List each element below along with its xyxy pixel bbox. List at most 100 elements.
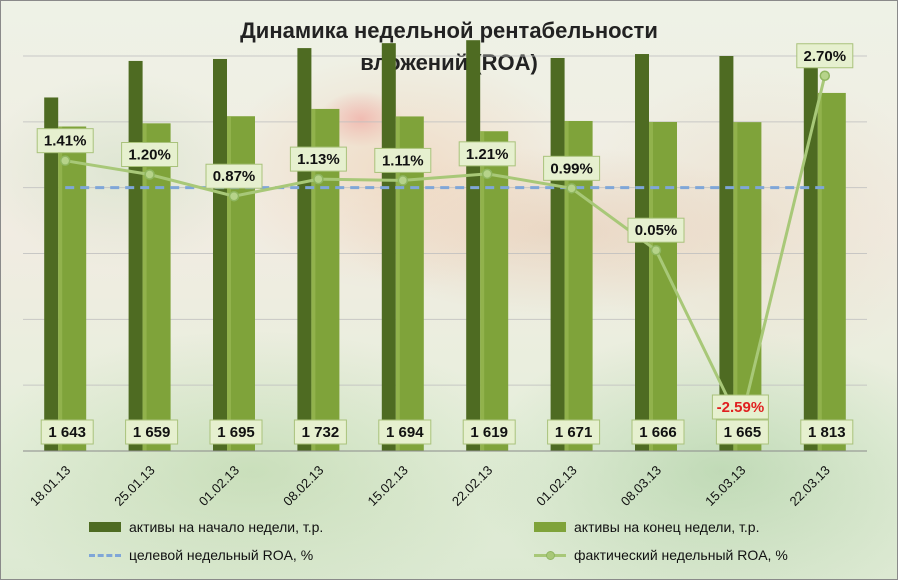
end-assets-value-label-group: 1 659 xyxy=(125,419,179,445)
bar-start-assets xyxy=(297,48,312,451)
bar-start-assets xyxy=(128,60,143,451)
end-assets-value-label-box xyxy=(462,419,516,445)
actual-roa-value-label-group: 0.05% xyxy=(627,217,685,243)
bar-start-assets xyxy=(550,57,565,451)
actual-roa-value-label-group: 0.87% xyxy=(205,163,263,189)
end-assets-value-label-box xyxy=(715,419,769,445)
x-tick-label: 25.01.13 xyxy=(111,463,157,509)
end-assets-value-label-group: 1 666 xyxy=(631,419,685,445)
actual-roa-value-label: 0.87% xyxy=(213,168,256,185)
end-assets-value-label: 1 695 xyxy=(217,424,255,441)
actual-roa-point xyxy=(228,190,240,202)
actual-roa-value-label-group: -2.59% xyxy=(711,394,769,420)
x-tick-label: 15.03.13 xyxy=(702,463,748,509)
actual-roa-value-label-box xyxy=(627,217,685,243)
end-assets-value-label-box xyxy=(800,419,854,445)
x-tick-label: 01.02.13 xyxy=(533,463,579,509)
end-assets-value-label: 1 619 xyxy=(470,424,508,441)
end-assets-value-label-box xyxy=(631,419,685,445)
actual-roa-point xyxy=(59,155,71,166)
actual-roa-value-label-box xyxy=(121,142,179,167)
end-assets-value-label: 1 732 xyxy=(302,424,340,441)
end-assets-value-label-group: 1 665 xyxy=(715,419,769,445)
x-tick-label: 01.02.13 xyxy=(196,463,242,509)
actual-roa-value-label: 0.05% xyxy=(635,222,678,239)
actual-roa-point xyxy=(819,70,831,81)
actual-roa-point xyxy=(144,169,155,180)
actual-roa-value-label-box xyxy=(796,43,854,69)
end-assets-value-label: 1 666 xyxy=(639,424,677,441)
bar-start-assets xyxy=(466,40,481,451)
bar-end-assets-shade xyxy=(564,120,569,451)
end-assets-value-label-box xyxy=(378,419,432,445)
end-assets-value-label-group: 1 671 xyxy=(547,419,601,445)
end-assets-value-label-group: 1 643 xyxy=(40,419,94,445)
bar-end-assets-shade xyxy=(142,123,147,451)
bar-start-assets xyxy=(635,54,649,452)
bar-end-assets-shade xyxy=(480,131,485,451)
actual-roa-value-label-box xyxy=(205,163,263,189)
actual-roa-value-label-box xyxy=(543,155,601,181)
actual-roa-value-label-group: 1.20% xyxy=(121,142,179,167)
bar-start-assets xyxy=(381,43,396,451)
bar-end-assets-shade xyxy=(733,122,738,451)
end-assets-value-label-group: 1 619 xyxy=(462,419,516,445)
x-tick-label: 08.02.13 xyxy=(280,463,326,509)
actual-roa-line xyxy=(64,75,827,429)
end-assets-value-label: 1 813 xyxy=(808,424,846,441)
actual-roa-value-label: 1.11% xyxy=(382,152,424,169)
actual-roa-value-label: 1.20% xyxy=(128,147,171,164)
actual-roa-value-label: -2.59% xyxy=(717,399,765,416)
actual-roa-value-label-group: 1.11% xyxy=(374,147,432,173)
actual-roa-value-label-box xyxy=(458,141,516,167)
actual-roa-value-label-box xyxy=(711,394,769,420)
actual-roa-value-label-box xyxy=(374,147,432,173)
end-assets-value-label-group: 1 732 xyxy=(293,419,347,445)
actual-roa-value-label-group: 0.99% xyxy=(543,155,601,181)
actual-roa-value-label-group: 1.13% xyxy=(289,146,347,172)
bar-start-assets xyxy=(213,58,227,452)
actual-roa-value-label: 1.21% xyxy=(466,146,509,163)
actual-roa-point xyxy=(481,168,493,180)
end-assets-value-label: 1 665 xyxy=(724,424,762,441)
actual-roa-point xyxy=(397,175,409,186)
actual-roa-value-label-group: 1.21% xyxy=(458,141,516,167)
end-assets-value-label-box xyxy=(125,419,179,445)
end-assets-value-label-box xyxy=(209,419,263,445)
end-assets-value-label-box xyxy=(40,419,94,445)
end-assets-value-label-box xyxy=(293,419,347,445)
bar-end-assets-shade xyxy=(311,108,316,452)
actual-roa-value-label-group: 1.41% xyxy=(36,128,94,154)
bar-end-assets-shade xyxy=(227,116,231,452)
bar-end-assets xyxy=(817,92,846,452)
bar-end-assets-shade xyxy=(649,121,653,451)
x-tick-label: 15.02.13 xyxy=(365,463,411,509)
actual-roa-value-label-box xyxy=(289,146,347,172)
actual-roa-value-label: 1.13% xyxy=(297,151,340,168)
end-assets-value-label: 1 671 xyxy=(555,424,593,441)
end-assets-value-label: 1 659 xyxy=(133,424,171,441)
end-assets-value-label-group: 1 695 xyxy=(209,419,263,445)
end-assets-value-label-box xyxy=(547,419,601,445)
actual-roa-point xyxy=(566,183,577,194)
bar-start-assets xyxy=(44,97,59,451)
bar-end-assets xyxy=(58,126,87,451)
bar-start-assets xyxy=(719,56,734,451)
bar-end-assets-shade xyxy=(58,126,63,451)
actual-roa-value-label: 0.99% xyxy=(550,160,593,177)
actual-roa-value-label-box xyxy=(36,128,94,154)
x-tick-label: 08.03.13 xyxy=(618,463,664,509)
actual-roa-value-label: 1.41% xyxy=(44,133,87,150)
actual-roa-value-label: 2.70% xyxy=(804,48,847,65)
end-assets-value-label: 1 694 xyxy=(386,424,424,441)
x-tick-label: 22.02.13 xyxy=(449,463,495,509)
end-assets-value-label-group: 1 694 xyxy=(378,419,432,445)
bar-end-assets xyxy=(480,131,509,451)
chart-title-line-1: Динамика недельной рентабельности xyxy=(240,18,658,43)
actual-roa-point xyxy=(313,173,324,185)
actual-roa-point xyxy=(650,244,662,256)
x-tick-label: 18.01.13 xyxy=(27,463,73,509)
end-assets-value-label: 1 643 xyxy=(48,424,86,441)
